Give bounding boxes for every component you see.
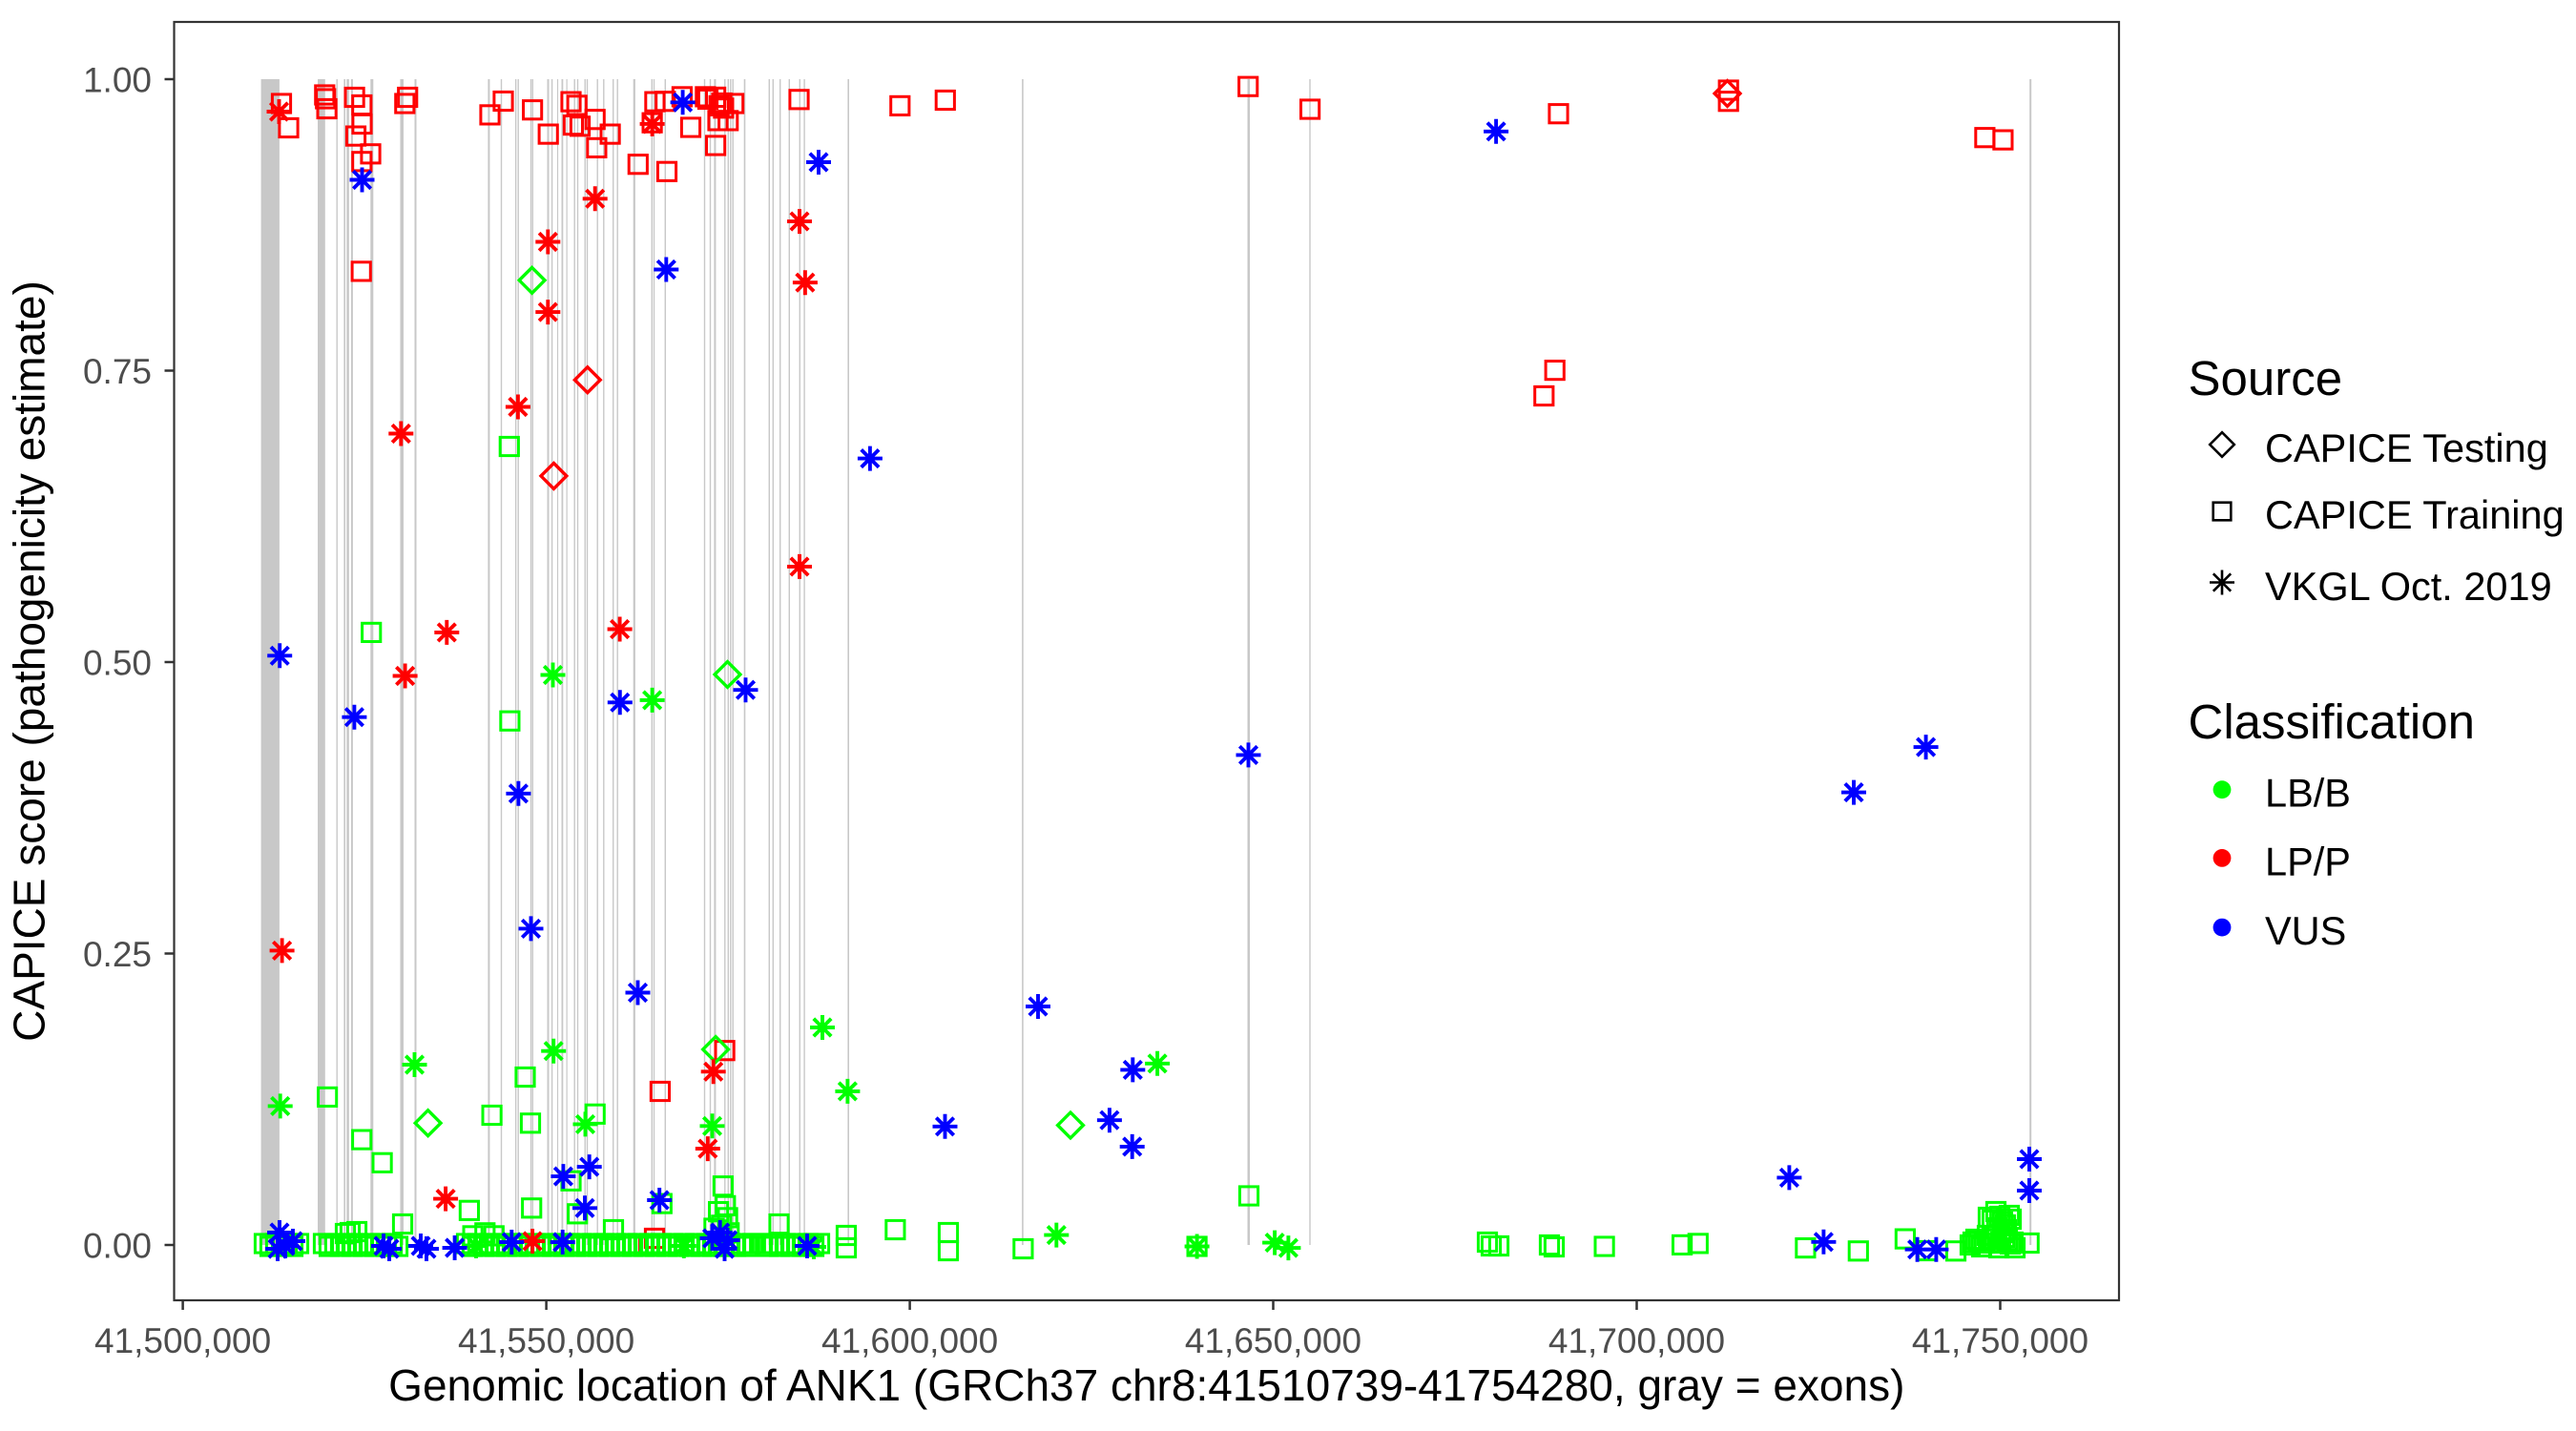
svg-text:VUS: VUS bbox=[2265, 908, 2346, 953]
svg-text:0.75: 0.75 bbox=[83, 352, 152, 391]
svg-text:VKGL Oct. 2019: VKGL Oct. 2019 bbox=[2265, 564, 2552, 609]
svg-text:41,750,000: 41,750,000 bbox=[1912, 1321, 2088, 1360]
svg-text:41,700,000: 41,700,000 bbox=[1548, 1321, 1725, 1360]
svg-text:LP/P: LP/P bbox=[2265, 840, 2351, 884]
svg-text:41,500,000: 41,500,000 bbox=[94, 1321, 271, 1360]
svg-text:Source: Source bbox=[2189, 351, 2343, 405]
svg-text:Classification: Classification bbox=[2189, 695, 2475, 749]
svg-text:CAPICE Testing: CAPICE Testing bbox=[2265, 425, 2548, 470]
svg-text:41,550,000: 41,550,000 bbox=[458, 1321, 634, 1360]
svg-text:0.00: 0.00 bbox=[83, 1227, 152, 1266]
svg-text:CAPICE Training: CAPICE Training bbox=[2265, 492, 2565, 537]
svg-text:LB/B: LB/B bbox=[2265, 771, 2351, 816]
svg-text:41,600,000: 41,600,000 bbox=[821, 1321, 998, 1360]
svg-text:1.00: 1.00 bbox=[83, 61, 152, 100]
svg-text:0.25: 0.25 bbox=[83, 935, 152, 974]
svg-text:Genomic location of ANK1 (GRCh: Genomic location of ANK1 (GRCh37 chr8:41… bbox=[388, 1360, 1904, 1410]
svg-text:41,650,000: 41,650,000 bbox=[1185, 1321, 1361, 1360]
svg-text:CAPICE score (pathogenicity es: CAPICE score (pathogenicity estimate) bbox=[5, 280, 54, 1042]
svg-text:0.50: 0.50 bbox=[83, 644, 152, 683]
